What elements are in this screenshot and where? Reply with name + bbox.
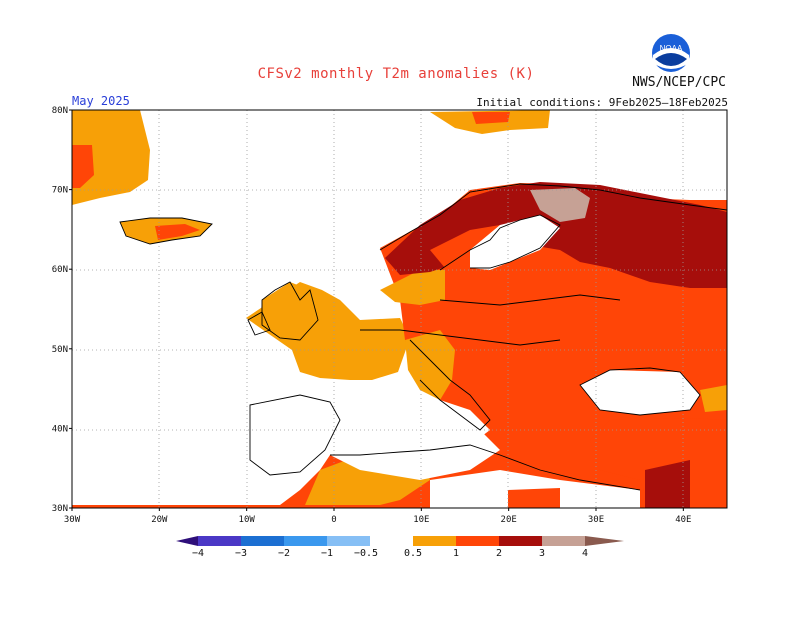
valid-month: May 2025	[72, 94, 130, 108]
colorbar-bin	[284, 536, 327, 546]
colorbar-label: 0.5	[404, 548, 422, 559]
map-plot-area	[72, 110, 727, 508]
colorbar-bin	[327, 536, 370, 546]
lon-tick-label: 0	[331, 515, 336, 525]
colorbar-label: −0.5	[354, 548, 378, 559]
map-title: CFSv2 monthly T2m anomalies (K)	[257, 66, 535, 82]
initial-conditions: Initial conditions: 9Feb2025–18Feb2025	[476, 96, 728, 109]
noaa-logo: NOAA	[651, 33, 691, 73]
europe-anomaly	[72, 182, 727, 508]
lon-tick-label: 30E	[588, 515, 604, 525]
lat-tick-label: 60N	[52, 265, 68, 275]
colorbar-label: 3	[539, 548, 545, 559]
lon-tick-label: 20W	[151, 515, 168, 525]
lat-tick-label: 80N	[52, 106, 68, 116]
colorbar-label: 2	[496, 548, 502, 559]
colorbar-label: −4	[192, 548, 204, 559]
lat-tick-label: 30N	[52, 504, 68, 514]
colorbar-bin	[413, 536, 456, 546]
arctic-islands-anomaly	[72, 110, 550, 244]
colorbar-label: 4	[582, 548, 588, 559]
lon-tick-label: 40E	[675, 515, 691, 525]
colorbar-label: −1	[321, 548, 333, 559]
coastlines	[119, 183, 727, 491]
lon-tick-label: 10W	[239, 515, 256, 525]
colorbar-bin	[456, 536, 499, 546]
colorbar-label: 1	[453, 548, 459, 559]
lat-tick-label: 50N	[52, 345, 68, 355]
lon-tick-label: 10E	[413, 515, 429, 525]
map-frame	[71, 109, 728, 509]
lon-tick-label: 30W	[64, 515, 81, 525]
colorbar: −4 −3 −2 −1 −0.5 0.5 1 2 3 4	[176, 536, 624, 559]
lat-tick-label: 70N	[52, 186, 68, 196]
colorbar-bin	[370, 536, 413, 546]
colorbar-bin	[542, 536, 585, 546]
lon-tick-label: 20E	[501, 515, 517, 525]
colorbar-bin	[499, 536, 542, 546]
colorbar-bin	[241, 536, 284, 546]
latitude-ticks: 80N 70N 60N 50N 40N 30N	[52, 106, 72, 514]
colorbar-arrow-low	[176, 536, 198, 546]
agency-label: NWS/NCEP/CPC	[632, 75, 726, 90]
colorbar-label: −3	[235, 548, 247, 559]
lat-tick-label: 40N	[52, 424, 68, 434]
logo-text: NOAA	[660, 44, 683, 53]
colorbar-label: −2	[278, 548, 290, 559]
longitude-ticks: 30W 20W 10W 0 10E 20E 30E 40E	[64, 508, 691, 525]
colorbar-arrow-high	[585, 536, 624, 546]
colorbar-bin	[198, 536, 241, 546]
